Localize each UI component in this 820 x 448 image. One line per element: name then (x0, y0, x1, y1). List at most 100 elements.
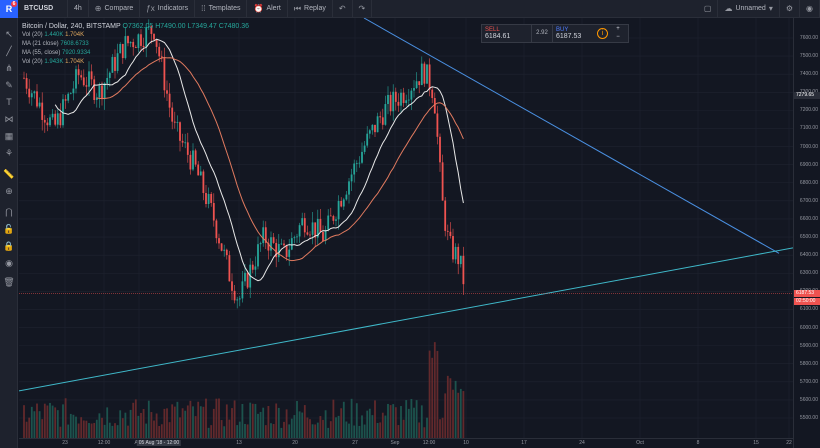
volume-bar (306, 417, 309, 438)
trend-line-icon[interactable]: ╱ (6, 46, 12, 56)
volume-bar (163, 408, 166, 438)
templates-icon: ⁞⁞ (201, 4, 206, 13)
volume-bar (431, 357, 434, 438)
candle-body (426, 64, 428, 84)
interval-button[interactable]: 4h (68, 0, 89, 18)
layout-dropdown[interactable]: ☁ Unnamed ▾ (718, 0, 780, 18)
fullscreen-button[interactable]: ▢ (698, 0, 719, 18)
price-chart[interactable] (19, 18, 793, 438)
symbol-search-button[interactable]: BTCUSD (18, 0, 68, 18)
volume-bar (413, 407, 415, 438)
volume-bar (54, 407, 57, 438)
trash-icon[interactable]: 🗑 (3, 277, 15, 287)
volume-bar (116, 425, 119, 438)
buy-button[interactable]: BUY 6187.53 i (552, 25, 614, 42)
text-icon[interactable]: T (6, 97, 12, 107)
indicators-button[interactable]: ƒx Indicators (140, 0, 196, 18)
magnet-icon[interactable]: ⋂ (5, 207, 13, 217)
candle-body (415, 81, 418, 89)
price-axis[interactable]: 7600.00 7500.00 7400.00 7300.00 7200.00 7100.… (793, 18, 820, 448)
zoom-in-icon[interactable]: ⊕ (5, 186, 13, 196)
volume-bar (137, 415, 140, 438)
candle-body (43, 119, 46, 123)
volume-bar (108, 422, 111, 438)
candle-body (171, 107, 174, 122)
volume-bar (124, 412, 127, 438)
moving-average-slow (96, 56, 464, 262)
redo-button[interactable]: ↷ (353, 0, 373, 18)
indicator-row[interactable]: Vol (20) 1.943K 1.704K (22, 58, 249, 67)
candle-body (114, 57, 116, 71)
settings-button[interactable]: ⚙ (780, 0, 801, 18)
notification-badge[interactable]: 6 (11, 0, 17, 7)
lock-all-icon[interactable]: 🔒 (3, 241, 15, 251)
candle-body (160, 56, 163, 58)
indicators-icon: ƒx (146, 4, 155, 13)
candle-body (67, 93, 70, 101)
candle-body (220, 243, 223, 251)
candle-body (163, 57, 166, 91)
indicator-row[interactable]: MA (21 close) 7608.6733 (22, 40, 249, 49)
volume-bar (28, 417, 31, 438)
volume-bar (106, 407, 109, 438)
volume-bar (186, 405, 189, 438)
candle-body (46, 122, 49, 126)
plus-icon[interactable]: + (616, 26, 620, 32)
pattern-icon[interactable]: ⋈ (4, 114, 14, 124)
volume-bar (168, 422, 171, 438)
templates-button[interactable]: ⁞⁞ Templates (195, 0, 248, 18)
pitchfork-icon[interactable]: ⋔ (5, 63, 13, 73)
candle-body (106, 77, 109, 84)
volume-bar (25, 421, 28, 438)
candle-body (98, 85, 101, 98)
alert-button[interactable]: ⏰ Alert (247, 0, 288, 18)
indicator-row[interactable]: MA (55, close) 7920.9334 (22, 49, 249, 58)
volume-bar (189, 400, 192, 438)
candle-body (212, 202, 215, 221)
cursor-icon[interactable]: ↖ (5, 29, 13, 39)
price-tick-label: 6400.00 (799, 252, 818, 259)
candle-body (142, 45, 145, 48)
time-axis[interactable]: 2312:00Aug132027Sep12:00101724Oct8152205… (19, 438, 793, 448)
symbol-title[interactable]: Bitcoin / Dollar, 240, BITSTAMP (22, 23, 121, 30)
lock-icon[interactable]: 🔓 (3, 224, 15, 234)
resistance-trendline (363, 18, 780, 254)
candle-body (293, 237, 296, 239)
candle-body (303, 218, 306, 233)
volume-bar (33, 411, 36, 438)
brush-icon[interactable]: ✎ (5, 80, 13, 90)
eye-icon[interactable]: ◉ (5, 258, 13, 268)
minus-icon[interactable]: − (616, 34, 620, 40)
volume-bar (205, 398, 207, 438)
volume-bar (392, 404, 395, 438)
quantity-stepper[interactable]: + − (614, 25, 622, 42)
price-tick-label: 7300.00 (800, 89, 818, 95)
volume-bar (241, 404, 244, 438)
volume-bar (298, 411, 301, 438)
chart-legend: Bitcoin / Dollar, 240, BITSTAMP O7362.05… (22, 22, 249, 67)
candle-body (49, 117, 51, 126)
undo-button[interactable]: ↶ (333, 0, 353, 18)
ruler-icon[interactable]: 📏 (3, 169, 15, 179)
app-logo[interactable]: R 6 (0, 0, 18, 18)
replay-button[interactable]: ⏮ Replay (288, 0, 333, 18)
templates-label: Templates (208, 5, 241, 12)
shapes-icon[interactable]: ⚘ (4, 148, 14, 158)
candle-body (54, 113, 57, 125)
prediction-icon[interactable]: ▦ (4, 131, 14, 141)
candle-body (231, 281, 233, 291)
indicator-name: Vol (20) (22, 59, 43, 65)
volume-bar (140, 412, 142, 438)
candle-body (283, 243, 285, 246)
volume-bar (95, 419, 98, 438)
info-icon[interactable]: i (597, 28, 608, 39)
indicator-row[interactable]: Vol (20) 1.440K 1.704K (22, 31, 249, 40)
candle-body (264, 227, 267, 243)
sell-button[interactable]: SELL 6184.61 (482, 25, 532, 42)
candle-body (88, 71, 90, 87)
compare-button[interactable]: ⊕ Compare (89, 0, 141, 18)
legend-title: Bitcoin / Dollar, 240, BITSTAMP O7362.05… (22, 22, 249, 31)
candle-body (340, 200, 343, 207)
snapshot-button[interactable]: ◉ (800, 0, 820, 18)
